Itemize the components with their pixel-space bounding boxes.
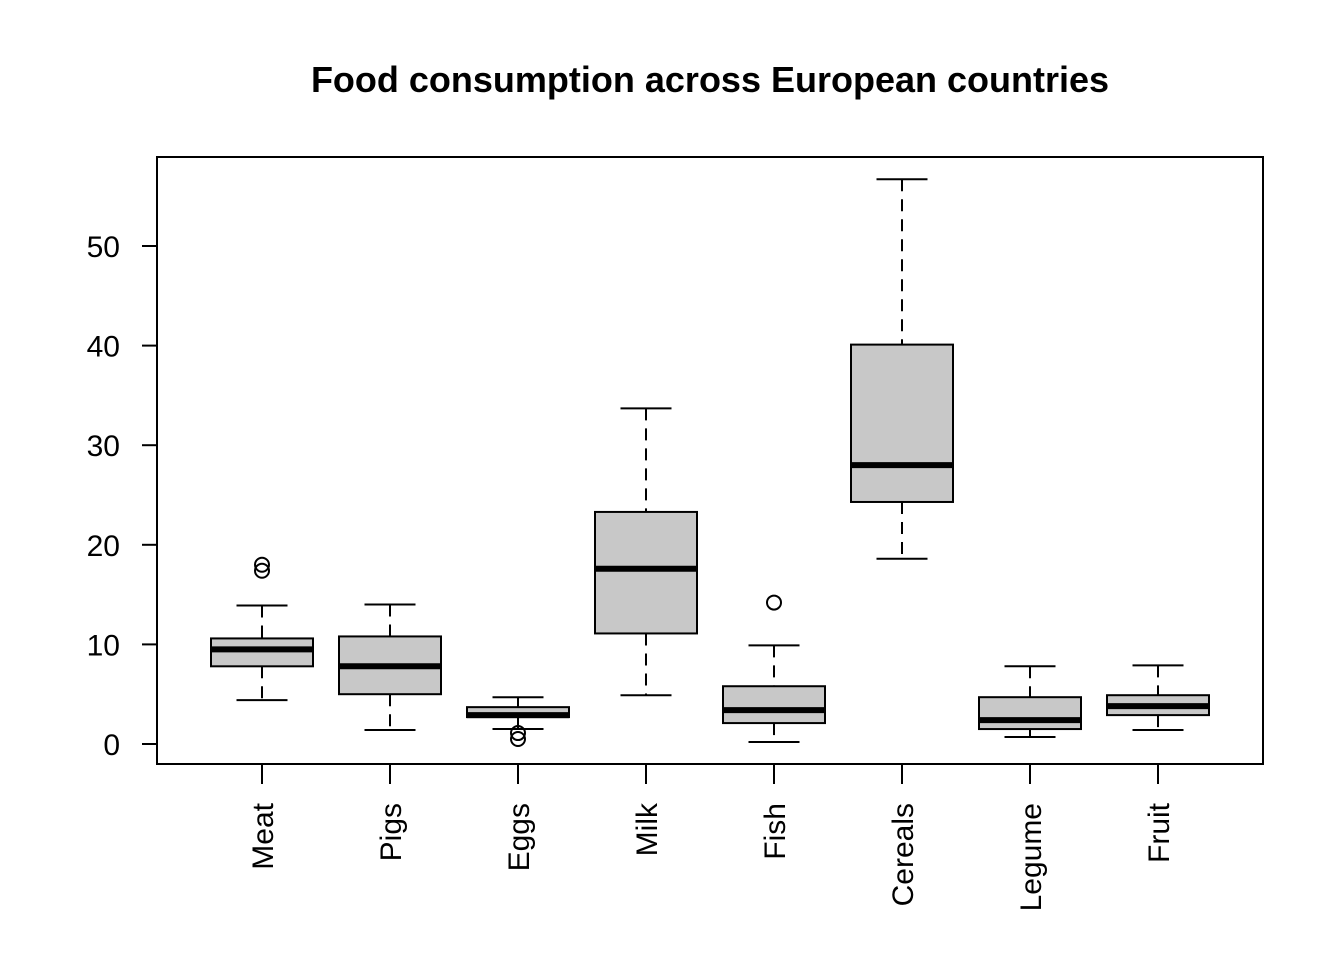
- outlier-point: [254, 556, 270, 573]
- box-group-legume: [978, 665, 1082, 739]
- iqr-box: [850, 343, 954, 503]
- outlier-point: [766, 594, 782, 611]
- box-group-milk: [594, 407, 698, 697]
- x-tick-label: Pigs: [375, 803, 408, 861]
- y-tick-label: 10: [87, 629, 120, 662]
- y-tick-label: 30: [87, 430, 120, 463]
- x-axis: Meat Pigs Eggs Milk Fish Cereals Legume Fruit: [247, 764, 1176, 911]
- boxes-layer: [210, 178, 1210, 748]
- x-tick-label: Legume: [1015, 803, 1048, 911]
- chart-title: Food consumption across European countri…: [311, 59, 1109, 100]
- y-tick-label: 50: [87, 231, 120, 264]
- iqr-box: [722, 685, 826, 725]
- outlier-point: [510, 731, 526, 748]
- x-tick-label: Eggs: [503, 803, 536, 871]
- box-group-fruit: [1106, 664, 1210, 732]
- x-tick-label: Fish: [759, 803, 792, 860]
- y-tick-label: 20: [87, 530, 120, 563]
- box-group-cereals: [850, 178, 954, 560]
- iqr-box: [594, 510, 698, 635]
- iqr-box: [978, 696, 1082, 731]
- x-tick-label: Milk: [631, 802, 664, 856]
- y-tick-label: 0: [103, 729, 120, 762]
- x-tick-label: Fruit: [1143, 802, 1176, 863]
- outlier-point: [510, 725, 526, 742]
- box-group-meat: [210, 556, 314, 702]
- x-tick-label: Cereals: [887, 803, 920, 906]
- y-axis: 0 10 20 30 40 50: [87, 231, 158, 762]
- box-group-eggs: [466, 696, 570, 748]
- y-tick-label: 40: [87, 331, 120, 364]
- plot-frame: [156, 156, 1264, 765]
- outlier-point: [254, 562, 270, 579]
- box-group-fish: [722, 594, 826, 744]
- x-tick-label: Meat: [247, 802, 280, 869]
- box-group-pigs: [338, 603, 442, 732]
